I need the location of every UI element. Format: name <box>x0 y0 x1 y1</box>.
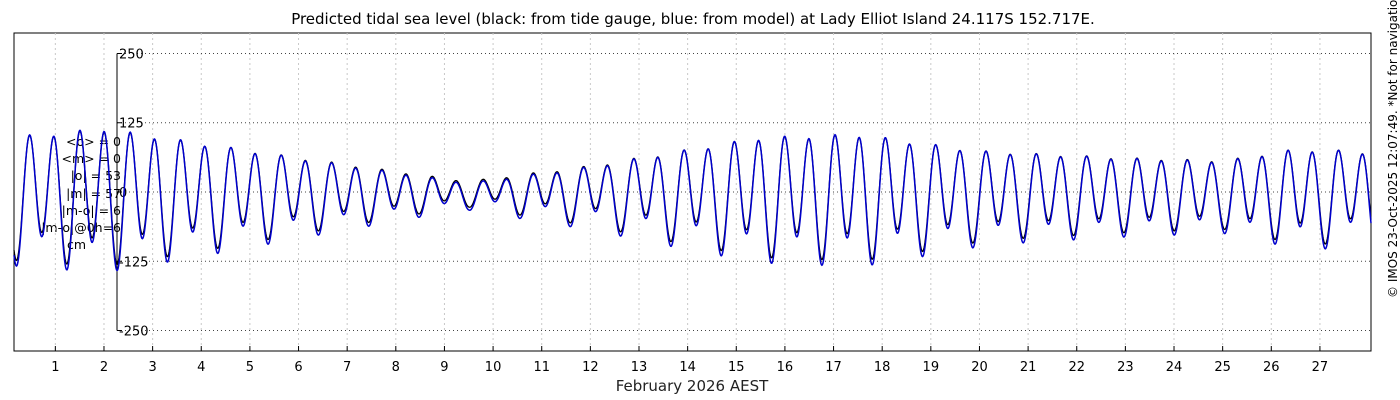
x-tick-label: 24 <box>1166 360 1183 375</box>
x-tick-label: 18 <box>874 360 891 375</box>
x-tick-label: 3 <box>148 360 156 375</box>
x-tick-label: 1 <box>51 360 59 375</box>
x-tick-label: 20 <box>971 360 988 375</box>
x-tick-label: 22 <box>1068 360 1085 375</box>
x-tick-label: 23 <box>1117 360 1134 375</box>
x-tick-label: 19 <box>923 360 940 375</box>
series-line-model <box>13 129 1372 272</box>
y-tick-label: -250 <box>119 325 149 340</box>
x-tick-label: 17 <box>825 360 842 375</box>
x-tick-label: 11 <box>533 360 550 375</box>
plot-frame <box>13 32 1372 352</box>
x-tick-label: 10 <box>485 360 502 375</box>
x-tick-label: 21 <box>1020 360 1037 375</box>
stat-unit: cm <box>66 237 87 253</box>
x-tick-label: 12 <box>582 360 599 375</box>
y-tick-label: 250 <box>119 47 144 62</box>
x-tick-label: 6 <box>294 360 302 375</box>
x-tick-label: 2 <box>100 360 108 375</box>
x-tick-label: 4 <box>197 360 205 375</box>
x-tick-label: 5 <box>246 360 254 375</box>
grid-layer <box>54 33 1371 351</box>
chart-title: Predicted tidal sea level (black: from t… <box>291 10 1095 28</box>
y-tick-label: 125 <box>119 117 144 132</box>
axis-layer: 1 2 3 4 5 6 7 8 9 10 11 12 13 14 15 16 17 18 19 20 21 22 23 24 2… <box>51 47 1328 375</box>
x-tick-label: 16 <box>777 360 794 375</box>
stat-abs-difference: |m-o| = 6 <box>61 202 121 218</box>
y-tick-label: 0 <box>119 186 127 201</box>
x-tick-label: 9 <box>440 360 448 375</box>
x-tick-label: 13 <box>631 360 648 375</box>
x-tick-label: 27 <box>1312 360 1329 375</box>
copyright-notice: © IMOS 23-Oct-2025 12:07:49. *Not for na… <box>1386 0 1400 298</box>
x-tick-label: 14 <box>679 360 696 375</box>
x-axis-label: February 2026 AEST <box>616 377 769 395</box>
x-tick-label: 15 <box>728 360 745 375</box>
stat-abs-model: |m| = 57 <box>66 185 121 201</box>
series-layer <box>13 129 1372 272</box>
x-tick-label: 26 <box>1263 360 1280 375</box>
y-tick-label: -125 <box>119 255 149 270</box>
x-tick-label: 8 <box>392 360 400 375</box>
x-tick-label: 25 <box>1214 360 1231 375</box>
x-tick-label: 7 <box>343 360 351 375</box>
